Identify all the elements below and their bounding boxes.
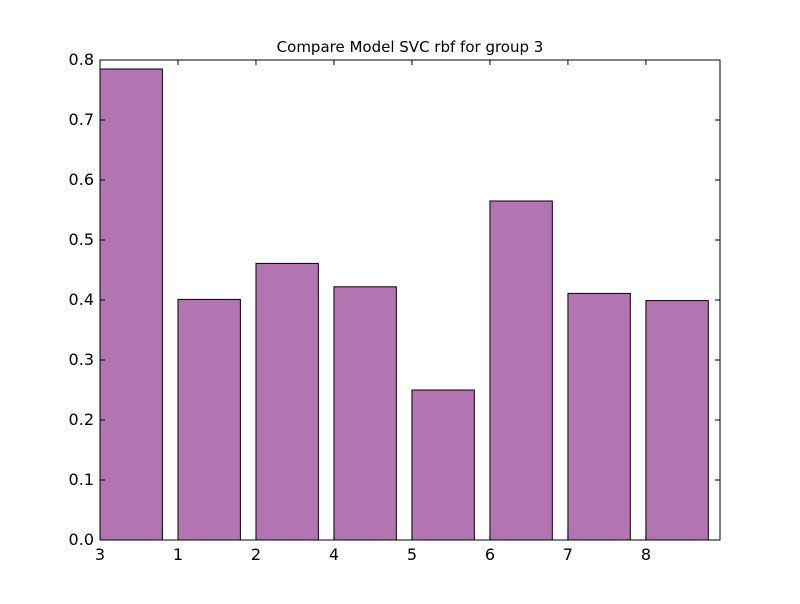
bars-group: [99, 68, 709, 541]
y-tick-label: 0.6: [69, 170, 94, 189]
bar-7: [567, 292, 631, 541]
bar-8: [645, 300, 709, 541]
bar-3: [99, 68, 163, 541]
x-tick-label: 3: [95, 545, 105, 564]
y-tick-label: 0.2: [69, 410, 94, 429]
y-tick-label: 0.5: [69, 230, 94, 249]
y-tick-label: 0.3: [69, 350, 94, 369]
bar-1: [177, 298, 241, 541]
chart-title: Compare Model SVC rbf for group 3: [277, 38, 544, 56]
y-tick-label: 0.8: [69, 50, 94, 69]
bar-2: [255, 262, 319, 541]
x-tick-label: 6: [485, 545, 495, 564]
bar-6: [489, 200, 553, 541]
x-tick-label: 1: [173, 545, 183, 564]
x-tick-label: 8: [641, 545, 651, 564]
y-axis: 0.0 0.1 0.2 0.3 0.4 0.5 0.6 0.7 0.8: [69, 50, 720, 549]
y-tick-label: 0.0: [69, 530, 94, 549]
y-tick-label: 0.1: [69, 470, 94, 489]
x-tick-label: 4: [329, 545, 339, 564]
bar-5: [411, 389, 475, 541]
x-axis: 3 1 2 4 5 6 7 8: [95, 60, 651, 564]
y-tick-label: 0.7: [69, 110, 94, 129]
x-tick-label: 5: [407, 545, 417, 564]
bar-4: [333, 286, 397, 541]
x-tick-label: 2: [251, 545, 261, 564]
y-tick-label: 0.4: [69, 290, 94, 309]
x-tick-label: 7: [563, 545, 573, 564]
plot-frame: [99, 59, 721, 541]
